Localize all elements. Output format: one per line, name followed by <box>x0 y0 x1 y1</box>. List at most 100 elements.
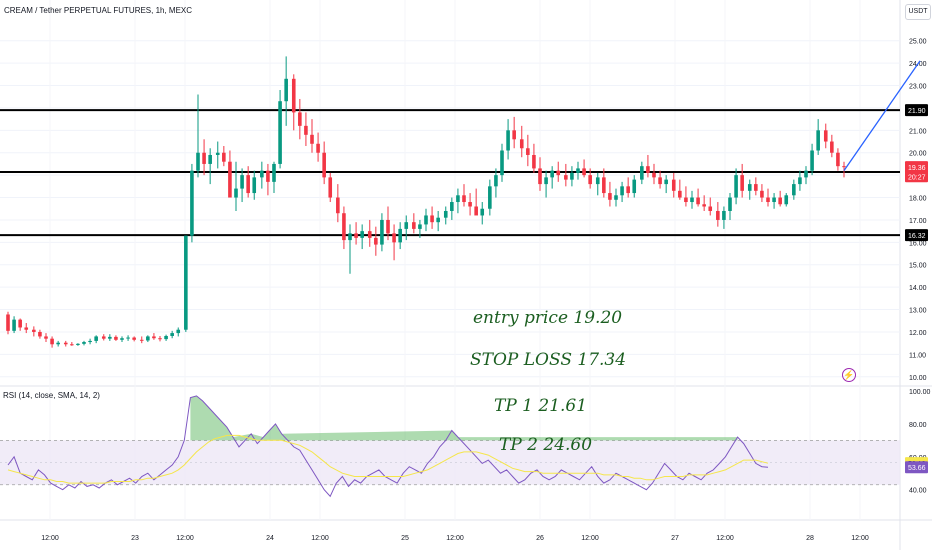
candle-up <box>500 150 504 176</box>
chart-title: CREAM / Tether PERPETUAL FUTURES, 1h, ME… <box>4 6 193 15</box>
candle-down <box>291 78 296 113</box>
candle-down <box>386 219 390 234</box>
price-tag-label: 19.36 <box>908 165 926 172</box>
candle-up <box>734 175 738 198</box>
candle-down <box>374 237 378 245</box>
candle-up <box>215 152 220 155</box>
candle-up <box>424 215 428 225</box>
candle-up <box>146 336 150 341</box>
candle-up <box>792 184 796 196</box>
candle-down <box>468 202 472 207</box>
rsi-value-tag <box>905 461 928 474</box>
candle-up <box>240 175 244 189</box>
level-tag <box>905 104 928 117</box>
rsi-title: RSI (14, close, SMA, 14, 2) <box>3 391 100 400</box>
time-axis-label: 12:00 <box>716 535 734 542</box>
candle-down <box>582 168 586 176</box>
price-axis-label: 18.00 <box>909 196 927 203</box>
level-tag-label: 21.90 <box>908 108 926 115</box>
candle-down <box>202 152 206 164</box>
candle-up <box>272 163 276 182</box>
time-axis-label: 12:00 <box>581 535 599 542</box>
time-axis-label: 26 <box>536 535 544 542</box>
candle-up <box>640 166 644 180</box>
candle-down <box>626 186 630 194</box>
candle-up <box>690 197 694 203</box>
candle-down <box>70 344 74 346</box>
tp1-note: TP 1 21.61 <box>494 396 588 416</box>
candle-down <box>114 336 118 340</box>
candle-down <box>266 170 270 182</box>
candle-up <box>190 170 194 236</box>
price-axis-label: 23.00 <box>909 84 927 91</box>
price-axis-label: 11.00 <box>909 352 926 359</box>
candle-down <box>842 166 846 168</box>
candle-down <box>608 193 612 200</box>
time-axis-label: 12:00 <box>851 535 869 542</box>
candle-up <box>278 101 282 164</box>
time-axis-label: 12:00 <box>311 535 329 542</box>
candle-up <box>176 329 181 334</box>
price-axis-label: 20.00 <box>909 151 927 158</box>
lightning-icon[interactable]: ⚡ <box>842 368 856 382</box>
candle-up <box>120 338 124 340</box>
candle-up <box>436 217 440 223</box>
candle-down <box>24 327 29 330</box>
candle-down <box>298 112 302 126</box>
candle-down <box>63 342 68 345</box>
entry-price-note: entry price 19.20 <box>473 308 623 328</box>
candle-up <box>804 170 808 178</box>
candle-down <box>740 175 744 191</box>
candle-down <box>328 177 333 198</box>
price-axis-label: 17.00 <box>909 218 927 225</box>
candle-up <box>88 340 92 343</box>
candle-down <box>367 231 372 238</box>
candle-down <box>462 195 466 203</box>
candle-down <box>158 338 162 340</box>
candle-down <box>702 204 706 207</box>
candle-down <box>316 143 320 153</box>
candle-down <box>342 213 346 241</box>
price-axis-label: 25.00 <box>909 39 927 46</box>
candle-down <box>430 215 434 223</box>
candle-up <box>456 195 460 203</box>
candle-up <box>480 208 485 216</box>
currency-badge[interactable]: USDT <box>905 4 931 20</box>
tp2-note: TP 2 24.60 <box>499 435 593 455</box>
candle-up <box>284 78 288 102</box>
candle-down <box>823 130 828 142</box>
price-axis-label: 16.00 <box>909 240 927 247</box>
candle-down <box>50 338 54 345</box>
time-axis-label: 28 <box>806 535 814 542</box>
time-axis-label: 12:00 <box>176 535 194 542</box>
candle-down <box>474 206 478 216</box>
time-axis-label: 12:00 <box>446 535 464 542</box>
candle-up <box>488 186 492 209</box>
candle-up <box>810 150 814 171</box>
candle-down <box>512 130 516 140</box>
candle-down <box>696 197 700 205</box>
candle-up <box>126 337 130 339</box>
rsi-ma-line <box>7 434 769 484</box>
candle-down <box>836 152 840 167</box>
price-tag-label: 20:27 <box>908 174 926 181</box>
candle-down <box>228 161 232 198</box>
candle-down <box>38 331 42 337</box>
candle-down <box>6 314 10 331</box>
candle-down <box>646 166 650 173</box>
candle-down <box>101 336 106 339</box>
candle-down <box>152 336 156 339</box>
candle-up <box>196 152 200 171</box>
candle-down <box>139 339 144 341</box>
candle-down <box>304 125 308 135</box>
price-axis-label: 14.00 <box>909 285 927 292</box>
candle-down <box>412 222 416 229</box>
candle-up <box>348 233 352 241</box>
time-axis-label: 24 <box>266 535 274 542</box>
rsi-value-tag-label: 53.66 <box>908 465 926 472</box>
candle-up <box>76 343 80 345</box>
price-tag <box>905 161 928 174</box>
candle-up <box>550 170 554 178</box>
candle-up <box>208 154 212 164</box>
